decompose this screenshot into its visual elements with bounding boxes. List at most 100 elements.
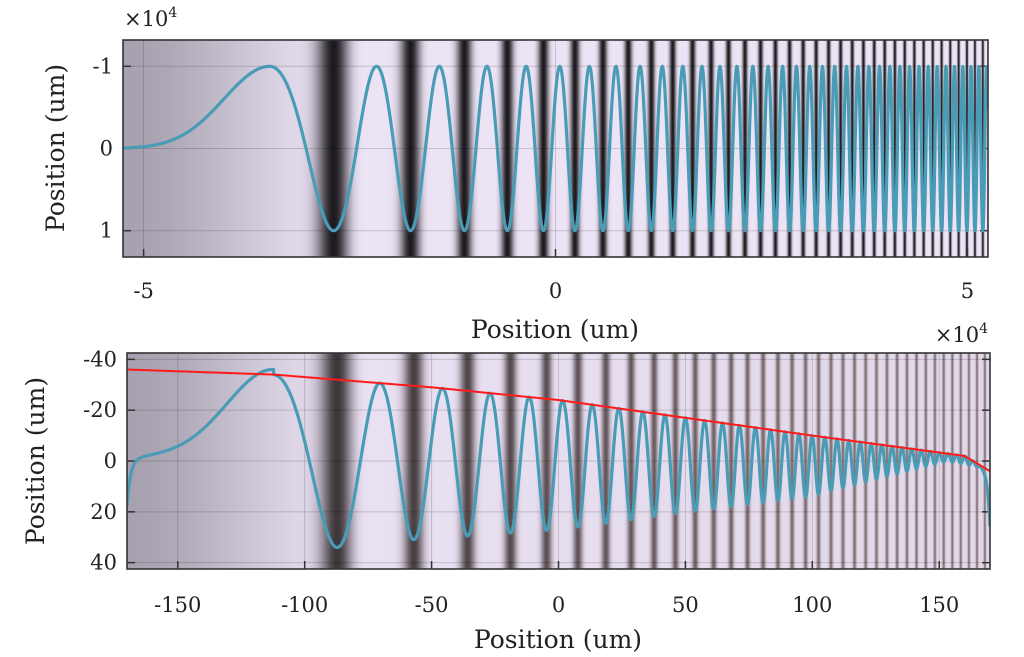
- intensity-column: [788, 40, 790, 257]
- intensity-column: [380, 40, 382, 257]
- intensity-column: [293, 40, 295, 257]
- intensity-column: [163, 353, 165, 569]
- axes-frame: [126, 352, 991, 570]
- intensity-column: [578, 40, 580, 257]
- intensity-column: [228, 353, 230, 569]
- intensity-column: [158, 40, 160, 257]
- intensity-column: [524, 40, 526, 257]
- intensity-column: [591, 353, 593, 569]
- intensity-column: [321, 40, 323, 257]
- intensity-column: [490, 353, 492, 569]
- intensity-column: [188, 353, 190, 569]
- intensity-column: [525, 40, 527, 257]
- intensity-column: [173, 353, 175, 569]
- intensity-column: [645, 353, 647, 569]
- intensity-column: [631, 40, 633, 257]
- intensity-column: [704, 353, 706, 569]
- intensity-column: [417, 40, 419, 257]
- intensity-column: [631, 353, 633, 569]
- intensity-column: [333, 40, 335, 257]
- intensity-column: [152, 40, 154, 257]
- intensity-column: [681, 40, 683, 257]
- intensity-column: [371, 40, 373, 257]
- intensity-column: [266, 40, 268, 257]
- intensity-column: [723, 353, 725, 569]
- intensity-column: [658, 40, 660, 257]
- intensity-column: [421, 353, 423, 569]
- intensity-column: [492, 40, 494, 257]
- intensity-column: [405, 353, 407, 569]
- intensity-column: [974, 40, 976, 257]
- intensity-column: [301, 353, 303, 569]
- intensity-column: [284, 353, 286, 569]
- intensity-column: [661, 353, 663, 569]
- intensity-column: [618, 40, 620, 257]
- intensity-column: [627, 40, 629, 257]
- intensity-column: [648, 40, 650, 257]
- intensity-column: [531, 353, 533, 569]
- intensity-column: [559, 353, 561, 569]
- intensity-column: [673, 40, 675, 257]
- intensity-column: [580, 353, 582, 569]
- intensity-column: [429, 40, 431, 257]
- intensity-column: [438, 40, 440, 257]
- intensity-column: [238, 353, 240, 569]
- intensity-column: [314, 40, 316, 257]
- intensity-column: [395, 353, 397, 569]
- intensity-column: [160, 353, 162, 569]
- intensity-column: [178, 353, 180, 569]
- intensity-column: [528, 40, 530, 257]
- intensity-column: [732, 353, 734, 569]
- intensity-column: [843, 353, 845, 569]
- intensity-column: [230, 40, 232, 257]
- intensity-column: [211, 40, 213, 257]
- intensity-column: [399, 40, 401, 257]
- intensity-column: [764, 353, 766, 569]
- intensity-column: [621, 353, 623, 569]
- y-tick-label: -1: [93, 54, 113, 78]
- intensity-column: [804, 353, 806, 569]
- intensity-column: [849, 353, 851, 569]
- intensity-column: [146, 40, 148, 257]
- intensity-column: [345, 40, 347, 257]
- intensity-column: [494, 40, 496, 257]
- intensity-column: [603, 40, 605, 257]
- intensity-column: [142, 353, 144, 569]
- intensity-column: [487, 353, 489, 569]
- intensity-column: [662, 40, 664, 257]
- intensity-column: [249, 353, 251, 569]
- intensity-column: [881, 353, 883, 569]
- intensity-column: [400, 40, 402, 257]
- intensity-column: [353, 40, 355, 257]
- intensity-column: [450, 40, 452, 257]
- intensity-column: [743, 40, 745, 257]
- intensity-column: [900, 40, 902, 257]
- intensity-column: [240, 40, 242, 257]
- intensity-column: [437, 40, 439, 257]
- intensity-column: [892, 353, 894, 569]
- intensity-column: [428, 40, 430, 257]
- intensity-column: [170, 353, 172, 569]
- intensity-column: [426, 353, 428, 569]
- intensity-column: [198, 353, 200, 569]
- intensity-column: [401, 40, 403, 257]
- intensity-column: [396, 40, 398, 257]
- intensity-column: [368, 353, 370, 569]
- intensity-column: [185, 353, 187, 569]
- intensity-column: [351, 40, 353, 257]
- intensity-column: [324, 353, 326, 569]
- intensity-column: [510, 353, 512, 569]
- intensity-column: [273, 40, 275, 257]
- intensity-column: [357, 353, 359, 569]
- intensity-column: [196, 353, 198, 569]
- intensity-column: [468, 353, 470, 569]
- intensity-column: [693, 353, 695, 569]
- intensity-column: [929, 353, 931, 569]
- intensity-column: [169, 353, 171, 569]
- intensity-column: [285, 40, 287, 257]
- intensity-column: [368, 40, 370, 257]
- intensity-column: [344, 40, 346, 257]
- intensity-column: [174, 40, 176, 257]
- intensity-column: [279, 40, 281, 257]
- intensity-column: [940, 353, 942, 569]
